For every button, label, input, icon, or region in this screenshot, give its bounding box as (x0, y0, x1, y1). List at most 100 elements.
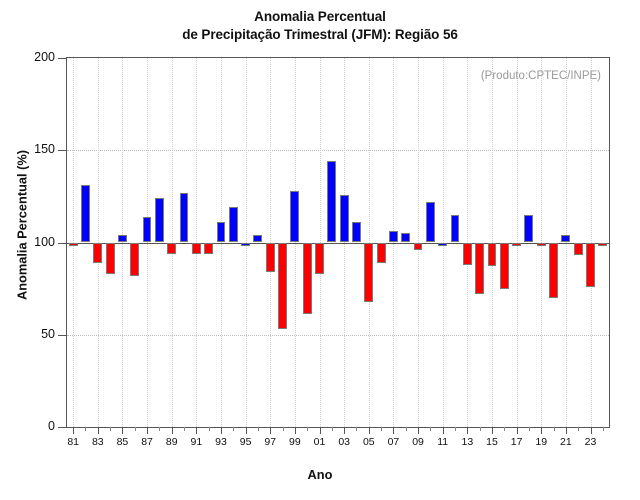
y-tick-100 (58, 242, 66, 244)
x-tick-2015 (491, 427, 493, 434)
x-tick-2011 (442, 427, 444, 434)
bar-1991 (191, 242, 201, 254)
x-tick-2013 (467, 427, 469, 434)
gridline-v-1999 (294, 58, 296, 427)
bar-2022 (573, 242, 583, 256)
x-tick-2018 (528, 427, 530, 431)
bar-2014 (475, 242, 485, 295)
chart-title: Anomalia Percentual de Precipitação Trim… (0, 8, 640, 44)
x-tick-label-99: 99 (289, 436, 301, 448)
bar-1998 (278, 242, 287, 330)
bar-1982 (81, 185, 90, 243)
bar-2008 (401, 233, 411, 243)
x-tick-1981 (73, 427, 75, 434)
bar-2009 (413, 242, 423, 250)
producer-credit: (Produto:CPTEC/INPE) (480, 70, 601, 82)
bar-2010 (425, 201, 435, 243)
x-tick-label-11: 11 (437, 436, 449, 448)
y-tick-label-50: 50 (41, 326, 55, 341)
x-tick-1993 (220, 427, 222, 434)
bar-2012 (450, 214, 460, 243)
bar-2007 (388, 231, 398, 243)
bar-1985 (117, 235, 127, 243)
x-tick-2008 (405, 427, 407, 431)
x-tick-label-03: 03 (338, 436, 350, 448)
bar-2002 (327, 161, 337, 243)
gridline-v-1985 (122, 58, 124, 427)
bar-1988 (154, 198, 164, 243)
bar-1999 (290, 190, 300, 243)
x-tick-2012 (455, 427, 457, 431)
y-tick-label-150: 150 (34, 142, 55, 157)
bar-2023 (586, 242, 595, 287)
x-tick-2010 (430, 427, 432, 431)
bar-1987 (142, 216, 152, 243)
gridline-v-2003 (344, 58, 346, 427)
bar-2021 (561, 235, 571, 243)
x-tick-label-83: 83 (91, 436, 104, 448)
gridline-v-1993 (220, 58, 222, 427)
x-tick-1996 (257, 427, 259, 431)
bar-2020 (549, 242, 558, 298)
x-tick-2024 (602, 427, 604, 431)
y-axis-label-text: Anomalia Percentual (%) (14, 149, 30, 301)
x-tick-1990 (184, 427, 186, 431)
gridline-v-2007 (393, 58, 395, 427)
x-tick-1984 (110, 427, 112, 431)
bar-2016 (499, 242, 509, 289)
x-tick-1998 (282, 427, 284, 431)
chart-title-line1: Anomalia Percentual (254, 9, 386, 24)
x-tick-label-15: 15 (486, 436, 498, 448)
x-tick-1991 (196, 427, 198, 434)
x-tick-1982 (85, 427, 87, 431)
x-tick-label-21: 21 (560, 436, 572, 448)
gridline-h-50 (67, 334, 609, 336)
bar-series (67, 58, 609, 427)
x-tick-2005 (368, 427, 370, 434)
x-tick-1988 (159, 427, 161, 431)
x-tick-1983 (97, 427, 99, 434)
baseline-100 (67, 242, 609, 244)
x-tick-2019 (541, 427, 543, 434)
x-tick-2002 (331, 427, 333, 431)
x-tick-2003 (344, 427, 346, 434)
bar-2018 (524, 214, 534, 243)
x-tick-1995 (245, 427, 247, 434)
bar-2013 (462, 242, 472, 265)
x-tick-2021 (565, 427, 567, 434)
y-tick-label-200: 200 (34, 50, 55, 64)
x-tick-label-97: 97 (264, 436, 277, 448)
x-tick-label-13: 13 (461, 436, 474, 448)
y-tick-50 (58, 334, 66, 336)
x-tick-label-09: 09 (412, 436, 424, 448)
x-tick-label-07: 07 (387, 436, 400, 448)
bar-2003 (339, 194, 349, 243)
x-tick-1994 (233, 427, 235, 431)
bar-1983 (93, 242, 103, 263)
x-tick-label-93: 93 (215, 436, 227, 448)
y-tick-200 (58, 58, 66, 59)
x-tick-1997 (270, 427, 272, 434)
bar-2024 (598, 242, 608, 246)
x-tick-2001 (319, 427, 321, 434)
x-tick-label-01: 01 (313, 436, 326, 448)
x-tick-label-91: 91 (190, 436, 203, 448)
x-axis-label: Ano (307, 467, 333, 482)
bar-2004 (352, 222, 361, 243)
bar-1986 (130, 242, 140, 276)
x-tick-label-81: 81 (67, 436, 79, 448)
y-tick-150 (58, 150, 66, 152)
x-tick-2014 (479, 427, 481, 431)
x-tick-2016 (504, 427, 506, 431)
x-tick-2023 (590, 427, 592, 434)
x-tick-2022 (578, 427, 580, 431)
y-tick-label-100: 100 (34, 234, 55, 249)
x-tick-label-85: 85 (116, 436, 129, 448)
x-tick-2017 (516, 427, 518, 434)
bar-2005 (364, 242, 374, 302)
x-tick-2006 (381, 427, 383, 431)
y-tick-label-0: 0 (48, 419, 55, 433)
bar-2017 (512, 242, 522, 246)
plot-area: (Produto:CPTEC/INPE) (66, 57, 610, 428)
